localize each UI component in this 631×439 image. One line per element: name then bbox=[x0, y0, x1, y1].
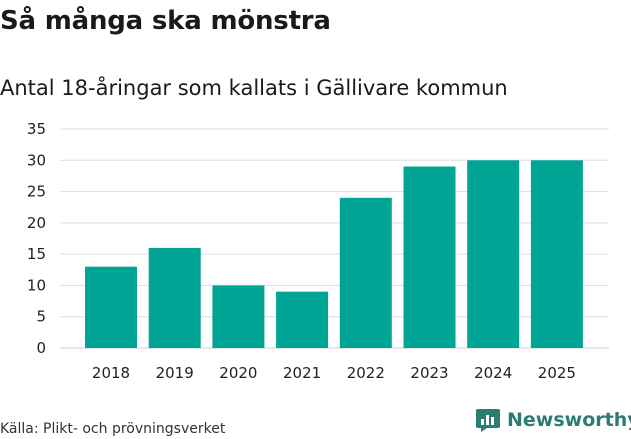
brand-logo: Newsworthy bbox=[475, 407, 631, 433]
bar-2023 bbox=[403, 166, 456, 348]
x-axis-ticks: 2018 2019 2020 2021 2022 2023 2024 2025 bbox=[92, 364, 576, 382]
y-tick-label: 30 bbox=[27, 151, 46, 169]
y-axis-ticks: 0 5 10 15 20 25 30 35 bbox=[27, 120, 46, 357]
bar-2018 bbox=[85, 266, 137, 348]
x-tick-label-2024: 2024 bbox=[474, 364, 512, 382]
chart-title: Så många ska mönstra bbox=[0, 6, 331, 36]
bar-2024 bbox=[467, 160, 520, 348]
x-tick-label-2025: 2025 bbox=[538, 364, 576, 382]
x-tick-label-2019: 2019 bbox=[156, 364, 194, 382]
bar-2025 bbox=[530, 160, 583, 348]
bar-chart-speech-bubble-icon bbox=[476, 409, 500, 432]
source-note: Källa: Plikt- och prövningsverket bbox=[0, 421, 226, 437]
x-tick-label-2018: 2018 bbox=[92, 364, 130, 382]
x-tick-label-2023: 2023 bbox=[410, 364, 448, 382]
y-tick-label: 10 bbox=[27, 276, 46, 294]
x-tick-label-2020: 2020 bbox=[219, 364, 257, 382]
x-tick-label-2021: 2021 bbox=[283, 364, 321, 382]
y-tick-label: 20 bbox=[27, 214, 46, 232]
x-tick-label-2022: 2022 bbox=[347, 364, 385, 382]
bar-2021 bbox=[276, 291, 329, 348]
brand-name: Newsworthy bbox=[507, 409, 631, 431]
bar-2022 bbox=[339, 197, 392, 348]
bar-2019 bbox=[148, 247, 201, 348]
y-tick-label: 5 bbox=[36, 308, 46, 326]
bar-2020 bbox=[212, 285, 265, 348]
bars bbox=[85, 160, 583, 348]
y-tick-label: 15 bbox=[27, 245, 46, 263]
chart-subtitle: Antal 18-åringar som kallats i Gällivare… bbox=[0, 76, 508, 100]
y-tick-label: 35 bbox=[27, 120, 46, 138]
grid-lines bbox=[60, 128, 609, 349]
y-tick-label: 25 bbox=[27, 183, 46, 201]
y-tick-label: 0 bbox=[36, 339, 46, 357]
